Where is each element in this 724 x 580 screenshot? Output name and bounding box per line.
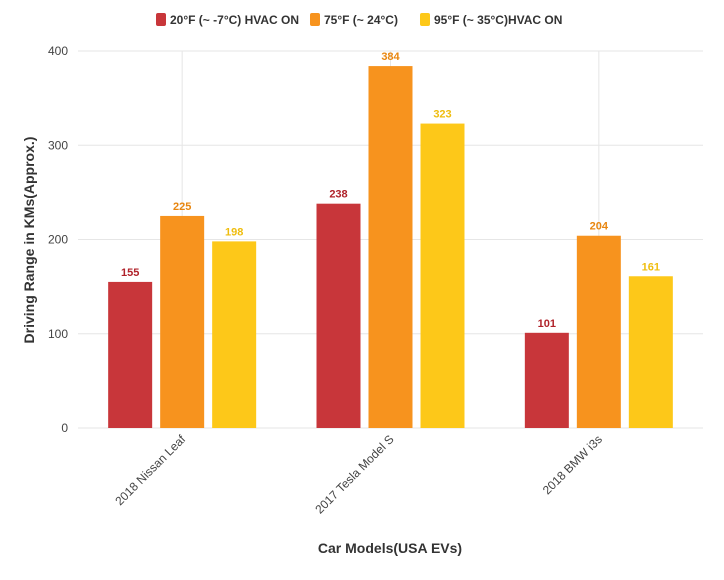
legend-label: 20°F (~ -7°C) HVAC ON [170,13,299,27]
bar[interactable] [576,235,621,428]
bar-value-label: 155 [121,267,139,279]
y-axis-ticks: 0 100 200 300 400 [48,44,68,435]
legend-label: 75°F (~ 24°C) [324,13,398,27]
x-tick-label: 2017 Tesla Model S [312,432,396,516]
legend-item[interactable]: 95°F (~ 35°C)HVAC ON [420,13,562,27]
bar-value-label: 225 [173,201,191,213]
bar[interactable] [108,281,153,428]
y-tick-label: 0 [61,421,68,435]
bar-value-label: 204 [590,221,609,233]
y-tick-label: 300 [48,138,68,152]
y-tick-label: 100 [48,327,68,341]
x-tick-label: 2018 BMW i3s [540,432,605,497]
y-tick-label: 400 [48,44,68,58]
legend-swatch [310,13,320,26]
legend-label: 95°F (~ 35°C)HVAC ON [434,13,562,27]
y-axis-title: Driving Range in KMs(Approx.) [21,137,37,344]
bar-value-label: 323 [433,109,451,121]
x-tick-label: 2018 Nissan Leaf [112,432,188,508]
bar-value-label: 384 [381,51,400,63]
legend-item[interactable]: 75°F (~ 24°C) [310,13,398,27]
bar-value-label: 198 [225,226,243,238]
legend-swatch [420,13,430,26]
legend-item[interactable]: 20°F (~ -7°C) HVAC ON [156,13,299,27]
data-labels: 155 238 101 225 384 204 198 323 161 [121,51,660,330]
bar[interactable] [160,215,205,428]
bar[interactable] [316,203,361,428]
x-axis-ticks: 2018 Nissan Leaf 2017 Tesla Model S 2018 B… [112,432,605,517]
bar[interactable] [628,276,673,428]
bars [108,66,673,428]
bar[interactable] [368,66,413,428]
y-tick-label: 200 [48,233,68,247]
legend[interactable]: 20°F (~ -7°C) HVAC ON 75°F (~ 24°C) 95°F (… [156,13,562,27]
bar[interactable] [420,123,465,428]
bar-value-label: 101 [538,318,556,330]
bar-value-label: 238 [329,189,347,201]
legend-swatch [156,13,166,26]
bar-value-label: 161 [642,261,660,273]
bar[interactable] [524,332,569,428]
bar[interactable] [212,241,257,428]
x-axis-title: Car Models(USA EVs) [318,540,462,556]
